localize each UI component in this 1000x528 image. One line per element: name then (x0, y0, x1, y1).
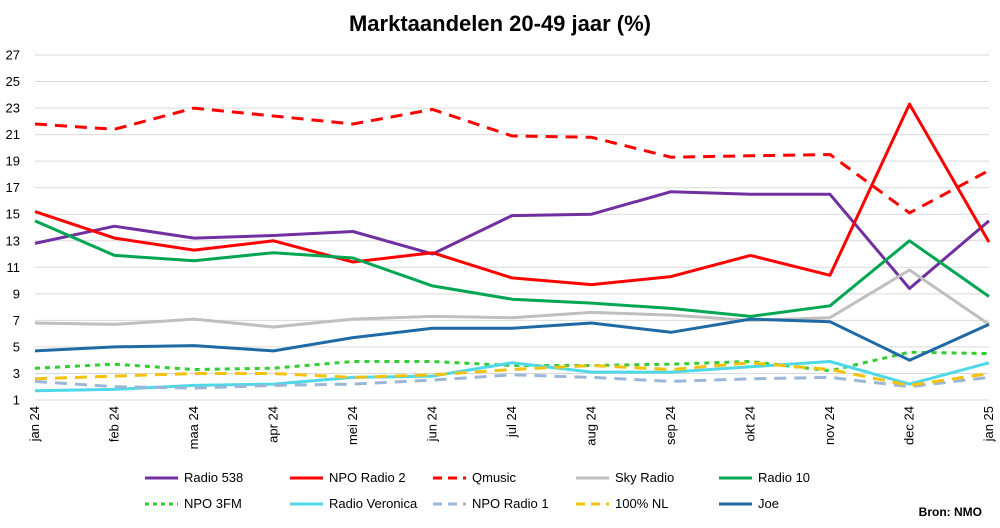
x-tick-label: sep 24 (663, 406, 678, 445)
y-tick-label: 1 (13, 393, 20, 408)
x-tick-label: nov 24 (822, 406, 837, 445)
x-tick-label: apr 24 (266, 406, 281, 443)
y-tick-label: 23 (6, 101, 20, 116)
legend-item: Radio 538 (145, 470, 243, 485)
legend-label: NPO Radio 1 (472, 496, 549, 511)
y-tick-label: 15 (6, 207, 20, 222)
legend-item: Radio 10 (719, 470, 810, 485)
y-tick-label: 27 (6, 48, 20, 63)
legend-item: Qmusic (433, 470, 517, 485)
legend-label: Radio 10 (758, 470, 810, 485)
x-tick-label: jul 24 (504, 406, 519, 438)
x-tick-label: aug 24 (584, 406, 599, 446)
legend-item: Sky Radio (576, 470, 674, 485)
x-tick-label: maa 24 (186, 406, 201, 449)
legend-label: 100% NL (615, 496, 668, 511)
legend-item: NPO 3FM (145, 496, 242, 511)
series-line-npo-radio-2 (34, 102, 991, 287)
legend-label: Sky Radio (615, 470, 674, 485)
legend-label: Radio 538 (184, 470, 243, 485)
legend-label: Qmusic (472, 470, 517, 485)
legend-item: NPO Radio 2 (290, 470, 406, 485)
x-tick-label: mei 24 (345, 406, 360, 445)
legend-label: Joe (758, 496, 779, 511)
source-note: Bron: NMO (919, 505, 982, 519)
y-tick-label: 3 (13, 366, 20, 381)
legend-item: NPO Radio 1 (433, 496, 549, 511)
y-tick-label: 13 (6, 233, 20, 248)
y-tick-label: 25 (6, 74, 20, 89)
series-line-radio-538 (34, 190, 990, 290)
x-tick-label: dec 24 (902, 406, 917, 445)
legend-label: Radio Veronica (329, 496, 418, 511)
legend-item: Radio Veronica (290, 496, 418, 511)
legend-label: NPO Radio 2 (329, 470, 406, 485)
x-tick-label: jun 24 (425, 406, 440, 442)
legend: Radio 538 NPO Radio 2 Qmusic Sky Radio Radio… (145, 470, 810, 511)
y-tick-label: 5 (13, 339, 20, 354)
legend-item: Joe (719, 496, 779, 511)
x-axis-ticks: jan 24 feb 24 maa 24 apr 24 mei 24 jun 24 jul … (27, 406, 996, 449)
legend-item: 100% NL (576, 496, 668, 511)
x-tick-label: jan 25 (981, 406, 996, 442)
series-line-radio-10 (34, 219, 990, 318)
y-tick-label: 19 (6, 154, 20, 169)
y-tick-label: 7 (13, 313, 20, 328)
series-line-sky-radio (34, 268, 990, 329)
series-line-qmusic (34, 106, 990, 215)
y-tick-label: 21 (6, 127, 20, 142)
x-tick-label: okt 24 (743, 406, 758, 441)
y-tick-label: 11 (7, 260, 21, 275)
x-tick-label: feb 24 (107, 406, 122, 442)
series-lines (34, 102, 991, 393)
legend-label: NPO 3FM (184, 496, 242, 511)
series-line-radio-veronica (34, 360, 990, 393)
gridlines (35, 54, 989, 401)
series-line-joe (34, 317, 990, 362)
y-tick-label: 9 (13, 286, 20, 301)
x-tick-label: jan 24 (27, 406, 42, 442)
y-tick-label: 17 (6, 180, 20, 195)
chart-title: Marktaandelen 20-49 jaar (%) (349, 11, 651, 36)
